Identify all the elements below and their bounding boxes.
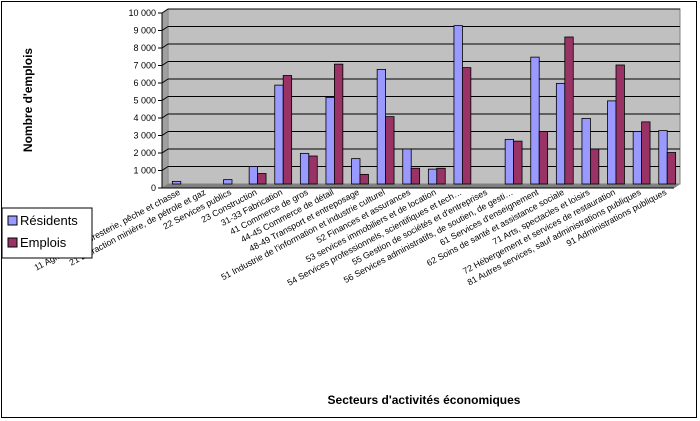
bar-residents [632,131,642,185]
legend-swatch-residents [7,215,18,226]
bar-residents [555,82,566,185]
gridline-wall [161,26,169,31]
bar-emplois [461,67,472,185]
gridline-wall [161,8,169,14]
bar-residents [171,180,182,185]
gridline-wall [161,78,169,84]
bar-residents [299,152,310,185]
y-tick-label: 5 000 [133,96,156,106]
y-tick-label: 0 [151,183,156,193]
bar-emplois [333,63,344,185]
legend-label-residents: Résidents [20,213,78,228]
plot-area [161,8,681,189]
bar-residents [530,56,540,185]
y-tick-label: 7 000 [133,61,156,71]
y-tick-label: 8 000 [133,43,156,53]
legend-label-emplois: Emplois [20,235,67,250]
bar-emplois [359,173,369,185]
legend: Résidents Emplois [1,207,93,259]
bar-residents [402,148,412,185]
x-axis-title: Secteurs d'activités économiques [328,393,521,407]
x-axis: 11 Agriculture, foresterie, pêche et cha… [33,187,674,288]
bar-residents [581,117,591,185]
bar-residents [351,158,361,185]
bar-emplois [666,152,677,185]
bar-residents [427,168,438,185]
y-tick-label: 1 000 [133,166,156,176]
bar-residents [223,179,233,185]
gridline-wall [161,61,169,66]
gridline-wall [161,131,169,136]
y-tick-label: 6 000 [133,78,156,88]
bar-residents [607,100,617,185]
gridline-wall [161,148,169,154]
bar-emplois [564,36,574,185]
bar-emplois [436,167,446,185]
gridline-wall [161,166,169,171]
gridline-wall [161,96,169,101]
bar-residents [453,25,463,185]
bar-emplois [513,140,523,185]
bar-residents [376,68,387,185]
gridline-wall [161,113,169,119]
bar-emplois [641,121,651,185]
bars [171,25,677,185]
bar-emplois [590,148,600,185]
y-tick-label: 3 000 [133,131,156,141]
bar-emplois [385,116,395,185]
y-tick-label: 4 000 [133,113,156,123]
bar-residents [325,96,335,185]
gridline-wall [161,43,169,49]
bar-emplois [308,155,318,185]
bar-emplois [410,167,421,185]
bar-emplois [282,75,293,185]
legend-swatch-emplois [7,237,18,248]
y-axis-title: Nombre d'emplois [21,48,35,153]
bar-residents [248,166,258,185]
bar-residents [274,84,284,185]
bar-residents [504,138,515,185]
plot-floor [161,183,681,189]
y-tick-label: 2 000 [133,148,156,158]
y-tick-label: 9 000 [133,26,156,36]
y-axis: 0 1 000 2 000 3 000 4 000 5 000 6 000 7 000 8 00… [128,8,163,193]
y-tick-label: 10 000 [128,8,156,18]
bar-emplois [257,173,267,185]
bar-residents [658,130,668,185]
bar-emplois [615,64,625,185]
bar-emplois [538,131,549,185]
